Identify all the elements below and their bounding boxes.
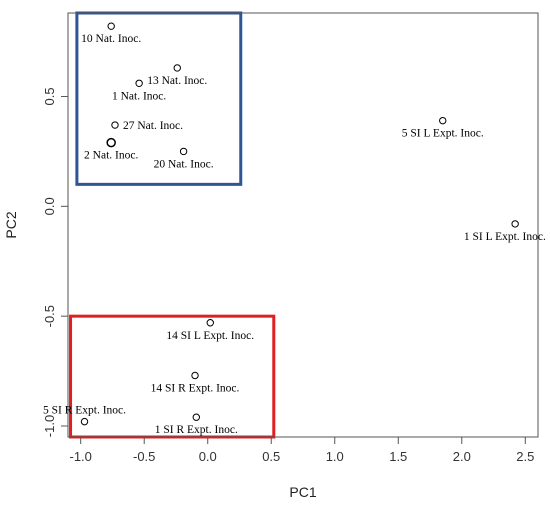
- point-label: 1 SI R Expt. Inoc.: [155, 424, 238, 436]
- y-axis-ticks: -1.0 -0.5 0.0 0.5: [42, 87, 68, 437]
- x-tick-label: -1.0: [69, 449, 91, 464]
- data-point: [135, 79, 143, 88]
- x-tick-label: 2.0: [453, 449, 471, 464]
- point-label: 5 SI L Expt. Inoc.: [402, 128, 484, 140]
- data-point: [206, 319, 214, 327]
- point-label: 1 SI L Expt. Inoc.: [464, 231, 546, 243]
- data-point: [107, 22, 115, 30]
- y-tick-label: 0.0: [42, 197, 57, 215]
- point-label: 1 Nat. Inoc.: [112, 90, 166, 102]
- point-label: 14 SI R Expt. Inoc.: [151, 382, 240, 394]
- data-point: [173, 64, 181, 72]
- data-point: [511, 220, 519, 228]
- x-tick-label: 1.0: [326, 449, 344, 464]
- y-tick-label: -1.0: [42, 415, 57, 437]
- y-tick-label: -0.5: [42, 305, 57, 327]
- point-label: 2 Nat. Inoc.: [84, 150, 138, 162]
- data-point: [106, 137, 116, 148]
- point-label: 20 Nat. Inoc.: [154, 158, 214, 170]
- x-tick-label: -0.5: [133, 449, 155, 464]
- y-axis-title: PC2: [3, 211, 19, 238]
- x-axis-ticks: -1.0 -0.5 0.0 0.5 1.0 1.5 2.0 2.5: [69, 437, 534, 464]
- point-label: 14 SI L Expt. Inoc.: [166, 330, 254, 342]
- x-tick-label: 1.5: [389, 449, 407, 464]
- data-point: [192, 413, 200, 421]
- point-label: 27 Nat. Inoc.: [123, 120, 183, 132]
- point-label: 13 Nat. Inoc.: [147, 75, 207, 87]
- x-tick-label: 0.5: [262, 449, 280, 464]
- plot-axes: -1.0 -0.5 0.0 0.5 1.0 1.5 2.0 2.5 -1.0 -0.5 0.0 0.…: [42, 12, 539, 464]
- data-point: [439, 116, 447, 125]
- x-tick-label: 2.5: [516, 449, 534, 464]
- data-point: [111, 121, 119, 129]
- y-tick-label: 0.5: [42, 87, 57, 105]
- plot-frame: [67, 12, 539, 438]
- point-label: 10 Nat. Inoc.: [81, 33, 141, 45]
- x-tick-label: 0.0: [199, 449, 217, 464]
- x-axis-title: PC1: [289, 484, 316, 500]
- data-point: [179, 147, 188, 156]
- data-point: [191, 371, 199, 380]
- data-points: 10 Nat. Inoc. 13 Nat. Inoc. 1 Nat. Inoc. 27…: [43, 22, 546, 436]
- data-point: [80, 417, 89, 426]
- point-label: 5 SI R Expt. Inoc.: [43, 405, 126, 417]
